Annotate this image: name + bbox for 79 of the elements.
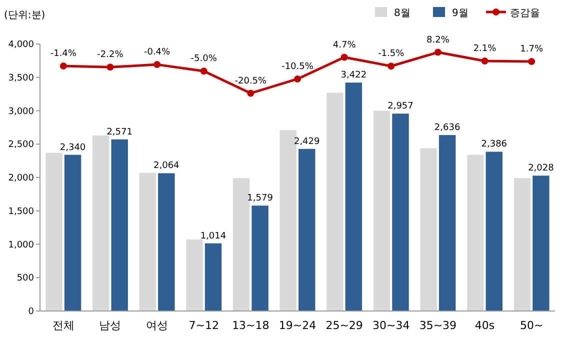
data-label: -5.0% — [190, 54, 218, 64]
data-label: 2,386 — [481, 140, 508, 150]
point — [340, 54, 348, 61]
x-tick-label: 35~39 — [419, 319, 457, 332]
data-label: 2,064 — [154, 161, 180, 172]
bar — [373, 110, 390, 311]
bar — [345, 82, 362, 311]
bar — [420, 148, 437, 311]
data-label: 2,636 — [434, 123, 460, 134]
bar — [64, 154, 82, 311]
x-tick-label: 13~18 — [232, 319, 270, 332]
bar — [186, 240, 203, 311]
data-label: 2,340 — [60, 142, 86, 153]
x-tick-label: 25~29 — [326, 319, 363, 332]
bar — [438, 135, 456, 311]
data-label: 4.7% — [332, 40, 356, 50]
legend-label: 증감율 — [510, 8, 540, 19]
point — [528, 58, 536, 66]
bar — [326, 92, 344, 311]
bar — [280, 130, 296, 311]
data-label: 1,579 — [247, 194, 274, 204]
data-label: 2.1% — [473, 44, 497, 54]
bar — [486, 152, 502, 311]
y-tick-label: 1,000 — [8, 240, 34, 250]
data-label: -1.5% — [378, 49, 405, 60]
y-axis-title: (단위:분) — [4, 10, 46, 21]
x-tick-label: 30~34 — [372, 319, 410, 332]
bar — [532, 176, 550, 311]
y-tick-label: 3,000 — [8, 106, 34, 117]
data-label: 3,422 — [340, 70, 367, 81]
y-tick-label: 2,500 — [8, 140, 34, 150]
y-tick-label: 0 — [28, 307, 34, 317]
data-label: 1.7% — [520, 44, 544, 55]
data-label: -0.4% — [144, 48, 171, 58]
data-label: 2,028 — [528, 164, 554, 174]
data-label: 2,571 — [106, 127, 132, 138]
bar — [467, 154, 484, 311]
point — [106, 64, 114, 71]
data-label: -2.2% — [97, 50, 124, 60]
x-tick-label: 50~ — [520, 319, 544, 332]
bar — [392, 114, 409, 311]
point — [434, 48, 442, 56]
x-tick-label: 40s — [474, 319, 495, 332]
data-label: -10.5% — [282, 62, 314, 72]
bar — [232, 178, 250, 311]
point — [481, 57, 488, 64]
bar — [46, 152, 62, 311]
bar — [158, 173, 175, 311]
x-tick-label: 여성 — [146, 319, 168, 332]
legend-label: 9월 — [452, 8, 468, 19]
bar — [514, 178, 531, 311]
x-tick-label: 7~12 — [188, 319, 219, 332]
data-label: 2,957 — [388, 102, 414, 112]
bar — [139, 172, 156, 311]
bar — [92, 135, 110, 311]
point — [294, 75, 301, 82]
bar — [298, 148, 316, 311]
legend-label: 8월 — [394, 8, 410, 19]
bar — [204, 243, 222, 311]
point — [60, 62, 67, 70]
data-label: 2,429 — [294, 136, 320, 147]
y-tick-label: 4,000 — [8, 40, 34, 50]
data-label: 8.2% — [426, 35, 450, 46]
bar — [111, 139, 128, 311]
data-label: -20.5% — [234, 76, 268, 86]
y-tick-label: 500 — [16, 274, 34, 284]
bar — [252, 206, 268, 311]
point — [247, 90, 254, 97]
y-tick-label: 1,500 — [8, 206, 34, 217]
x-tick-label: 전체 — [52, 319, 74, 332]
data-label: 1,014 — [200, 231, 226, 242]
point — [388, 62, 395, 70]
y-tick-label: 3,500 — [8, 73, 34, 84]
x-tick-label: 19~24 — [278, 319, 316, 332]
x-tick-label: 남성 — [99, 319, 122, 332]
point — [200, 68, 208, 75]
point — [154, 61, 161, 68]
y-tick-label: 2,000 — [8, 174, 34, 184]
data-label: -1.4% — [50, 48, 77, 59]
